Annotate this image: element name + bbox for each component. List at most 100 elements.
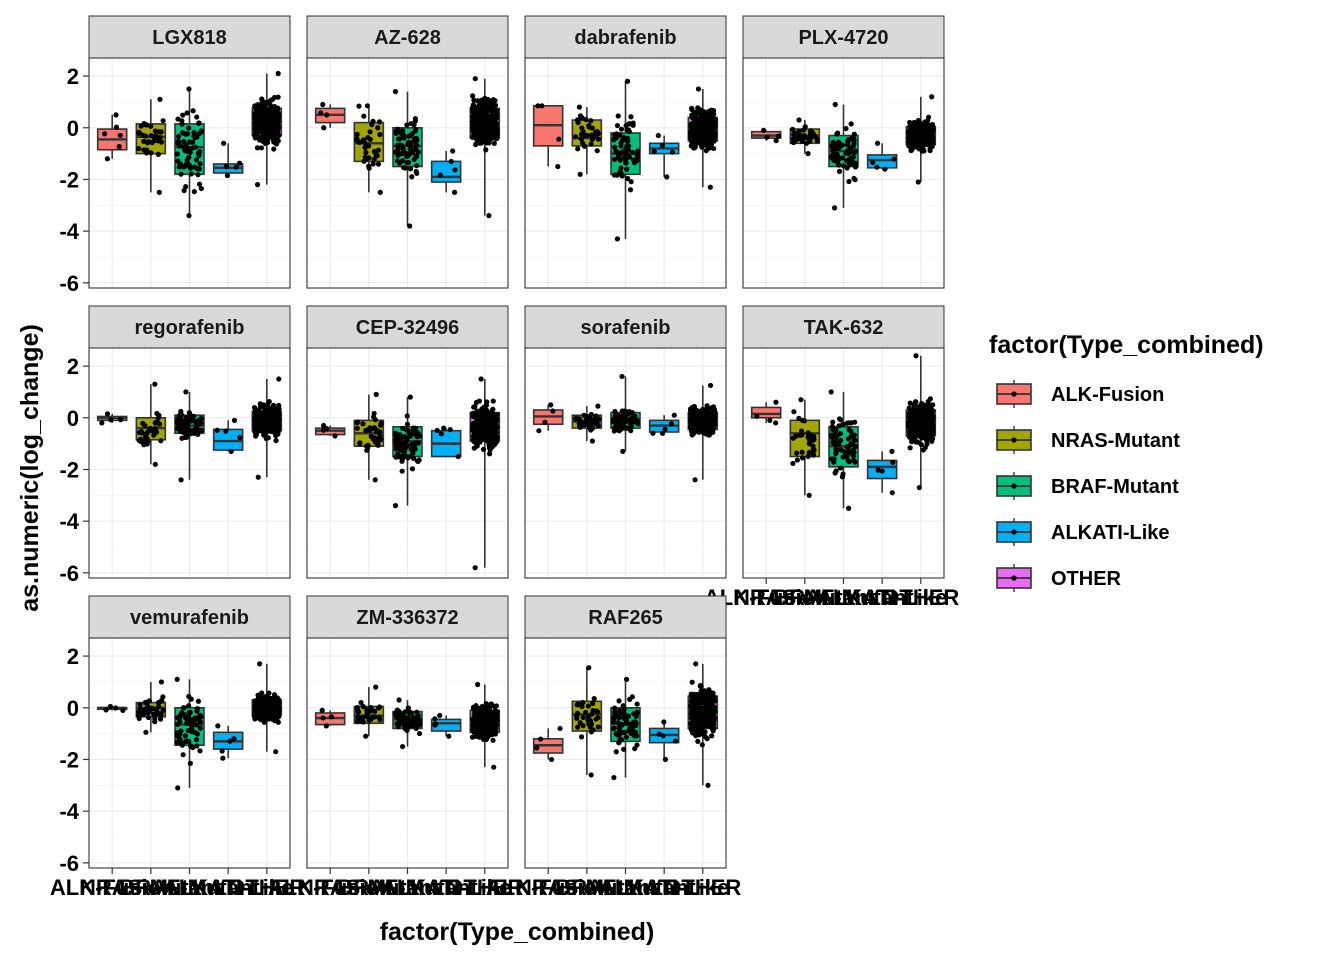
box-nras-mutant [353, 103, 385, 195]
data-point [256, 661, 263, 667]
data-point [477, 415, 483, 422]
data-point [595, 422, 601, 429]
data-point [690, 411, 696, 417]
data-point [144, 147, 150, 153]
data-point [672, 738, 679, 744]
data-point [578, 131, 585, 137]
data-point [354, 131, 360, 137]
data-point [557, 725, 563, 732]
jitter-points [905, 94, 936, 185]
panel-border [524, 57, 727, 289]
y-tick-label: -4 [59, 509, 79, 534]
data-point [393, 443, 399, 449]
data-point [320, 101, 326, 108]
data-point [268, 117, 274, 123]
data-point [375, 147, 381, 153]
data-point [407, 146, 413, 152]
data-point [690, 428, 696, 434]
data-point [622, 408, 628, 414]
data-point [191, 133, 197, 139]
data-point [626, 727, 632, 733]
y-tick-label: -2 [59, 167, 79, 192]
data-point [790, 126, 796, 132]
data-point [875, 467, 881, 473]
data-point [688, 124, 694, 130]
data-point [472, 433, 478, 440]
data-point [367, 425, 373, 431]
data-point [796, 415, 802, 421]
box-alkati-like [648, 412, 680, 436]
jitter-points [651, 132, 676, 180]
data-point [175, 133, 182, 140]
jitter-points [611, 78, 641, 242]
data-point [409, 466, 416, 472]
data-point [669, 149, 676, 155]
data-point [556, 136, 562, 142]
box-other [687, 382, 719, 483]
data-point [619, 137, 625, 143]
box-braf-mutant [392, 394, 423, 509]
data-point [416, 730, 423, 737]
data-point [580, 723, 586, 729]
data-point [612, 705, 618, 711]
data-point [874, 140, 881, 146]
jitter-points [534, 725, 563, 763]
box-braf-mutant [392, 88, 423, 229]
data-point [195, 431, 201, 437]
facet-strip-label: PLX-4720 [798, 27, 888, 49]
data-point [619, 722, 625, 728]
data-point [194, 743, 200, 749]
data-point [924, 441, 930, 447]
data-point [924, 401, 931, 408]
data-point [120, 707, 126, 713]
data-point [793, 433, 799, 439]
data-point [920, 143, 926, 150]
data-point [367, 136, 373, 143]
data-point [621, 715, 627, 721]
data-point [407, 723, 413, 729]
data-point [375, 125, 381, 131]
data-point [590, 700, 596, 707]
data-point [626, 128, 632, 135]
data-point [689, 106, 695, 113]
data-point [178, 477, 184, 483]
data-point [806, 449, 812, 456]
data-point [186, 720, 193, 726]
box-alk-fusion [532, 103, 564, 170]
data-point [185, 146, 191, 152]
box-other [251, 376, 283, 480]
data-point [181, 164, 187, 170]
data-point [487, 719, 493, 725]
data-point [595, 724, 601, 730]
gridlines [307, 638, 508, 868]
x-tick-label: ALK-Fusion [50, 875, 175, 900]
jitter-points [174, 676, 204, 791]
data-point [141, 442, 147, 448]
data-point [807, 132, 813, 138]
x-tick-label: BRAF-Mutant [119, 875, 260, 900]
data-point [198, 185, 204, 192]
data-point [412, 146, 419, 152]
box-alkati-like [866, 448, 898, 496]
data-point [671, 412, 677, 418]
data-point [629, 149, 636, 156]
data-point [634, 701, 640, 707]
data-point [693, 733, 699, 739]
data-point [175, 785, 181, 791]
data-point [254, 145, 261, 151]
data-point [470, 118, 476, 124]
facet-strip-label: LGX818 [152, 27, 226, 49]
data-point [846, 178, 852, 185]
data-point [908, 418, 914, 424]
data-point [113, 112, 119, 118]
facet-strip-label: sorafenib [580, 317, 670, 339]
data-point [188, 171, 194, 177]
data-point [401, 720, 407, 726]
data-point [707, 133, 713, 139]
box-nras-mutant [789, 117, 821, 157]
data-point [262, 140, 269, 147]
data-point [478, 376, 484, 382]
data-point [711, 420, 717, 426]
data-point [475, 681, 481, 688]
data-point [705, 141, 711, 147]
